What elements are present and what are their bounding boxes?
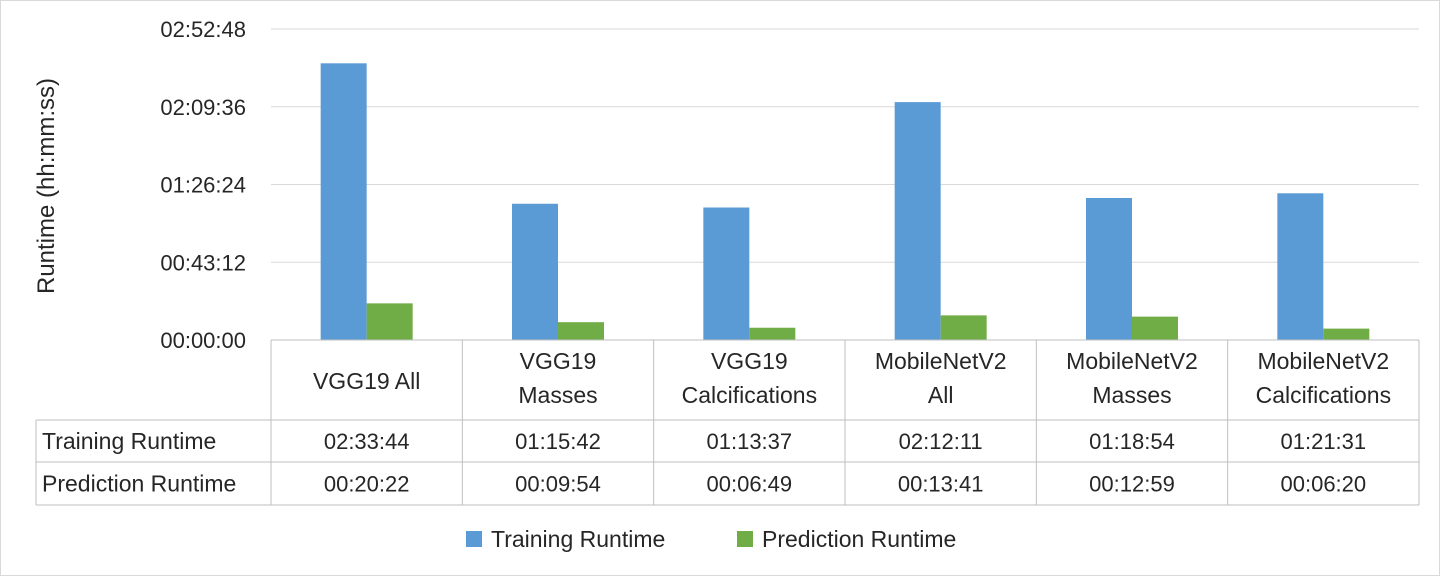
bar-prediction-runtime (366, 303, 413, 340)
y-tick-label: 00:43:12 (160, 250, 246, 275)
category-label: All (928, 382, 954, 408)
legend-swatch (737, 531, 753, 547)
category-label: VGG19 (520, 348, 597, 374)
table-value: 00:12:59 (1089, 472, 1175, 497)
category-label: VGG19 (711, 348, 788, 374)
category-label: Masses (518, 382, 597, 408)
bar-training-runtime (512, 203, 558, 340)
table-value: 00:09:54 (515, 472, 601, 497)
bar-prediction-runtime (1323, 328, 1370, 340)
legend: Training Runtime Prediction Runtime (466, 526, 956, 552)
bar-prediction-runtime (558, 322, 604, 340)
bar-training-runtime (320, 63, 367, 341)
table-series-label: Training Runtime (42, 428, 216, 454)
legend-swatch (466, 531, 482, 547)
category-label: MobileNetV2 (1257, 348, 1389, 374)
table-value: 00:06:20 (1281, 472, 1367, 497)
bar-prediction-runtime (1132, 316, 1178, 340)
bar-prediction-runtime (749, 327, 796, 340)
y-axis-title: Runtime (hh:mm:ss) (33, 78, 60, 294)
legend-label: Training Runtime (491, 526, 665, 552)
category-label: Masses (1092, 382, 1171, 408)
category-label: Calcifications (1256, 382, 1392, 408)
table-value: 00:06:49 (707, 472, 793, 497)
y-tick-label: 00:00:00 (160, 328, 246, 353)
table-value: 01:18:54 (1089, 429, 1175, 454)
bar-training-runtime (703, 207, 750, 340)
y-tick-label: 02:09:36 (160, 95, 246, 120)
table-value: 00:20:22 (324, 472, 410, 497)
table-value: 02:33:44 (324, 429, 410, 454)
legend-label: Prediction Runtime (762, 526, 956, 552)
table-value: 01:13:37 (707, 429, 793, 454)
data-table: VGG19 All VGG19 Masses VGG19 Calcifications M… (35, 339, 1420, 506)
table-series-label: Prediction Runtime (42, 471, 236, 497)
table-value: 01:21:31 (1281, 429, 1367, 454)
y-tick-label: 01:26:24 (160, 173, 246, 198)
category-label: Calcifications (682, 382, 818, 408)
table-value: 00:13:41 (898, 472, 984, 497)
table-value: 01:15:42 (515, 429, 601, 454)
category-label: MobileNetV2 (875, 348, 1007, 374)
gridlines: 00:00:00 00:43:12 01:26:24 02:09:36 02:52:48 (160, 17, 1419, 353)
bar-training-runtime (894, 102, 941, 340)
bar-training-runtime (1277, 193, 1324, 340)
category-label: MobileNetV2 (1066, 348, 1198, 374)
y-tick-label: 02:52:48 (160, 17, 246, 42)
bar-training-runtime (1086, 197, 1132, 340)
table-value: 02:12:11 (899, 429, 983, 454)
bars (320, 63, 1370, 341)
bar-prediction-runtime (940, 315, 987, 340)
category-label: VGG19 All (313, 368, 420, 394)
